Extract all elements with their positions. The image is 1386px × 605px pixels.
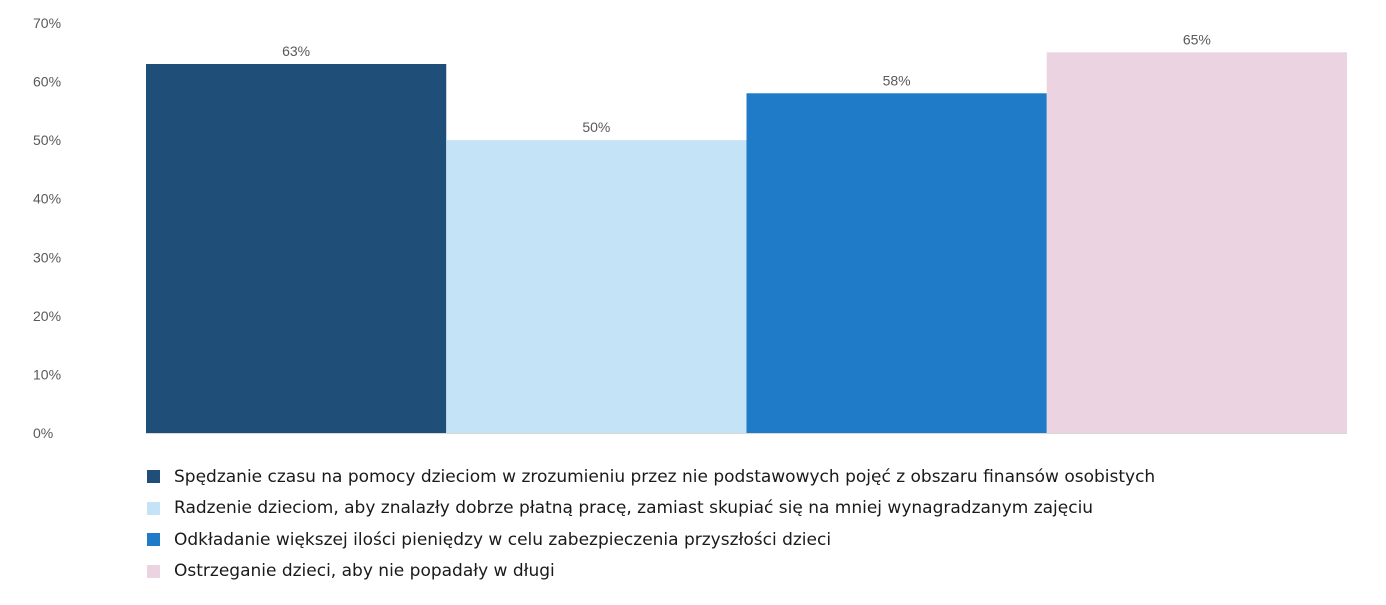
y-tick-label: 70%: [33, 15, 61, 31]
legend-item: Spędzanie czasu na pomocy dzieciom w zro…: [147, 461, 1155, 493]
legend-label: Odkładanie większej ilości pieniędzy w c…: [174, 529, 832, 550]
legend-swatch: [147, 564, 160, 578]
legend-swatch: [147, 501, 160, 515]
legend-label: Spędzanie czasu na pomocy dzieciom w zro…: [174, 466, 1156, 487]
y-axis: 0% 10% 20% 30% 40% 50% 60% 70%: [33, 15, 61, 441]
bar: [746, 93, 1047, 434]
legend-swatch: [147, 470, 160, 484]
y-tick-label: 0%: [33, 425, 53, 441]
bar-value-label: 58%: [883, 72, 911, 88]
y-tick-label: 40%: [33, 191, 61, 207]
legend-item: Radzenie dzieciom, aby znalazły dobrze p…: [147, 493, 1155, 525]
legend-item: Ostrzeganie dzieci, aby nie popadały w d…: [147, 556, 1155, 588]
y-tick-label: 60%: [33, 74, 61, 90]
y-tick-label: 20%: [33, 308, 61, 324]
bar-value-label: 65%: [1183, 31, 1211, 47]
bar-chart: 0% 10% 20% 30% 40% 50% 60% 70% 63% 50% 58% 65%: [33, 15, 1347, 441]
bar: [1046, 52, 1347, 434]
y-tick-label: 50%: [33, 132, 61, 148]
data-labels: 63% 50% 58% 65%: [282, 31, 1211, 135]
legend-item: Odkładanie większej ilości pieniędzy w c…: [147, 524, 1155, 556]
bars: [146, 52, 1347, 434]
y-tick-label: 10%: [33, 366, 61, 382]
legend-swatch: [147, 533, 160, 547]
bar-value-label: 63%: [282, 43, 310, 59]
y-tick-label: 30%: [33, 249, 61, 265]
bar: [146, 64, 447, 433]
legend-label: Ostrzeganie dzieci, aby nie popadały w d…: [174, 561, 555, 582]
bar: [446, 140, 747, 433]
bar-value-label: 50%: [582, 119, 610, 135]
legend: Spędzanie czasu na pomocy dzieciom w zro…: [147, 461, 1155, 587]
legend-label: Radzenie dzieciom, aby znalazły dobrze p…: [174, 498, 1094, 519]
